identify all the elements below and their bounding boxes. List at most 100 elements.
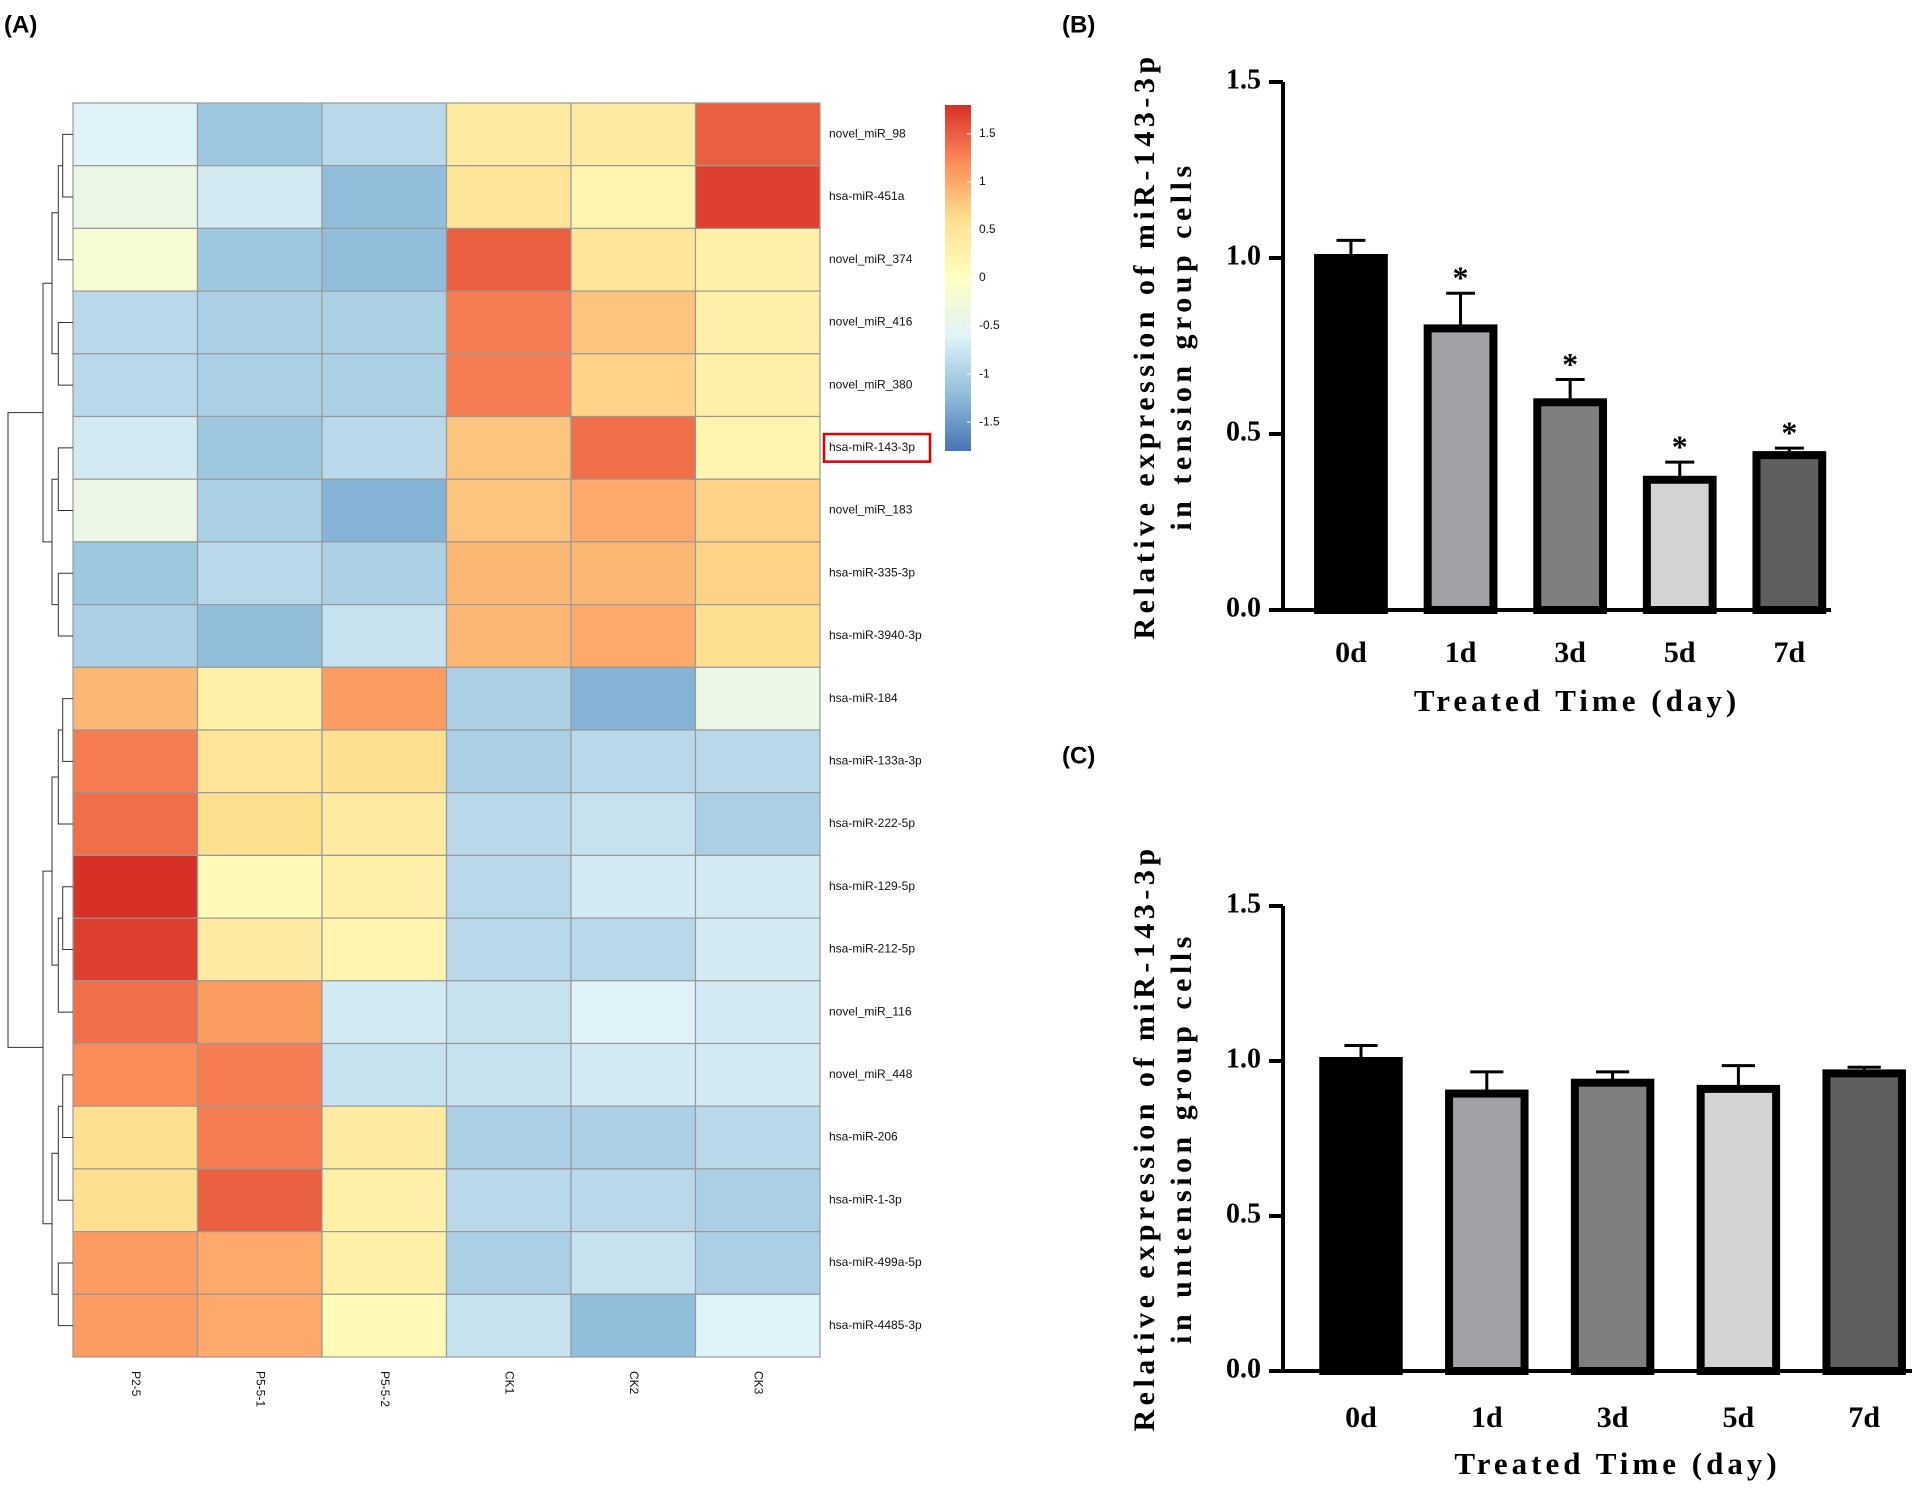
heatmap-cell (570, 792, 697, 857)
colorbar-tick-label: -1.5 (979, 414, 1000, 428)
heatmap-cell (570, 1168, 697, 1233)
y-tick-label: 1.5 (1226, 64, 1261, 95)
row-label: hsa-miR-206 (829, 1130, 898, 1144)
heatmap-cell (445, 729, 572, 794)
heatmap-cell (445, 1105, 572, 1170)
heatmap-cell (570, 1293, 697, 1358)
heatmap-cell (694, 227, 821, 292)
heatmap-cell (72, 102, 199, 167)
y-axis-title: in tension group cells (1165, 161, 1198, 530)
row-label: hsa-miR-451a (829, 189, 905, 203)
x-tick-label: 3d (1597, 1401, 1629, 1434)
heatmap-cell (321, 854, 448, 919)
heatmap-cell (694, 102, 821, 167)
y-axis-title: Relative expression of miR-143-3p (1128, 844, 1161, 1431)
heatmap-cell (570, 165, 697, 229)
heatmap-cell (196, 1105, 323, 1170)
heatmap-cell (72, 290, 199, 355)
heatmap-cell (694, 854, 821, 919)
row-label: novel_miR_98 (829, 127, 906, 141)
bar (1423, 324, 1498, 614)
heatmap-cell (694, 478, 821, 543)
heatmap-cell (196, 227, 323, 292)
heatmap-cell (72, 227, 199, 292)
heatmap-cell (445, 415, 572, 480)
y-axis-title: Relative expression of miR-143-3p (1128, 52, 1161, 639)
heatmap-cell (445, 792, 572, 857)
bar (1642, 475, 1717, 615)
heatmap-cell (72, 1293, 199, 1358)
dendrogram (7, 133, 73, 1327)
heatmap-cell (196, 1168, 323, 1233)
dendrogram-branch (57, 321, 73, 386)
panel-label: (A) (4, 11, 37, 38)
heatmap-cell (570, 1230, 697, 1295)
heatmap-cell (321, 1042, 448, 1107)
y-tick-label: 1.0 (1226, 1043, 1261, 1074)
heatmap-cell (196, 980, 323, 1045)
dendrogram-branch (57, 572, 73, 637)
heatmap-cell (445, 980, 572, 1045)
heatmap-cell (694, 603, 821, 668)
column-label: CK2 (627, 1371, 641, 1395)
x-tick-label: 1d (1445, 636, 1477, 669)
significance-mark: * (1781, 414, 1797, 450)
heatmap-cell (445, 1293, 572, 1358)
heatmap-cell (570, 854, 697, 919)
heatmap-cell (570, 478, 697, 543)
heatmap-cell (321, 1168, 448, 1233)
heatmap-cell (321, 165, 448, 229)
row-label: hsa-miR-184 (829, 691, 898, 705)
heatmap-cell (694, 1293, 821, 1358)
heatmap-cell (694, 1168, 821, 1233)
column-label: CK3 (752, 1371, 766, 1395)
heatmap-cell (570, 917, 697, 982)
y-tick-label: 0.0 (1226, 1353, 1261, 1384)
heatmap-cell (196, 792, 323, 857)
bar (1533, 398, 1608, 614)
heatmap-cell (72, 1105, 199, 1170)
heatmap-cell (445, 1042, 572, 1107)
row-label: hsa-miR-499a-5p (829, 1255, 922, 1269)
heatmap-cell (570, 1105, 697, 1170)
heatmap-cell (694, 917, 821, 982)
column-label: CK1 (503, 1371, 517, 1395)
x-tick-label: 1d (1471, 1401, 1503, 1434)
colorbar-tick-label: 0.5 (979, 222, 996, 236)
x-tick-label: 0d (1335, 636, 1367, 669)
row-label: hsa-miR-212-5p (829, 942, 915, 956)
heatmap-cell (72, 165, 199, 229)
heatmap-cell (321, 353, 448, 418)
heatmap-cell (72, 541, 199, 606)
significance-mark: * (1562, 346, 1578, 382)
heatmap-cell (196, 541, 323, 606)
bar (1445, 1089, 1529, 1376)
dendrogram-branch (62, 698, 73, 762)
heatmap-cell (445, 917, 572, 982)
row-label: hsa-miR-3940-3p (829, 628, 922, 642)
y-tick-label: 0.5 (1226, 1198, 1261, 1229)
bar (1696, 1084, 1781, 1376)
x-tick-label: 7d (1848, 1401, 1880, 1434)
colorbar-tick-label: 1 (979, 174, 986, 188)
heatmap-cell (694, 980, 821, 1045)
significance-mark: * (1672, 429, 1688, 465)
row-label: novel_miR_183 (829, 503, 913, 517)
heatmap-cell (321, 917, 448, 982)
x-tick-label: 7d (1774, 636, 1806, 669)
heatmap-cell (694, 1042, 821, 1107)
row-label: novel_miR_416 (829, 315, 913, 329)
heatmap-cell (694, 415, 821, 480)
heatmap-cell (72, 353, 199, 418)
heatmap-cell (321, 729, 448, 794)
heatmap-cell (570, 729, 697, 794)
dendrogram-branch (51, 776, 59, 966)
panel-label: (B) (1062, 11, 1095, 38)
heatmap-cell (694, 541, 821, 606)
heatmap-cell (321, 415, 448, 480)
heatmap-cell (694, 165, 821, 229)
heatmap-cell (72, 478, 199, 543)
heatmap-cell (196, 1042, 323, 1107)
heatmap-cell (72, 415, 199, 480)
row-label: hsa-miR-129-5p (829, 879, 915, 893)
